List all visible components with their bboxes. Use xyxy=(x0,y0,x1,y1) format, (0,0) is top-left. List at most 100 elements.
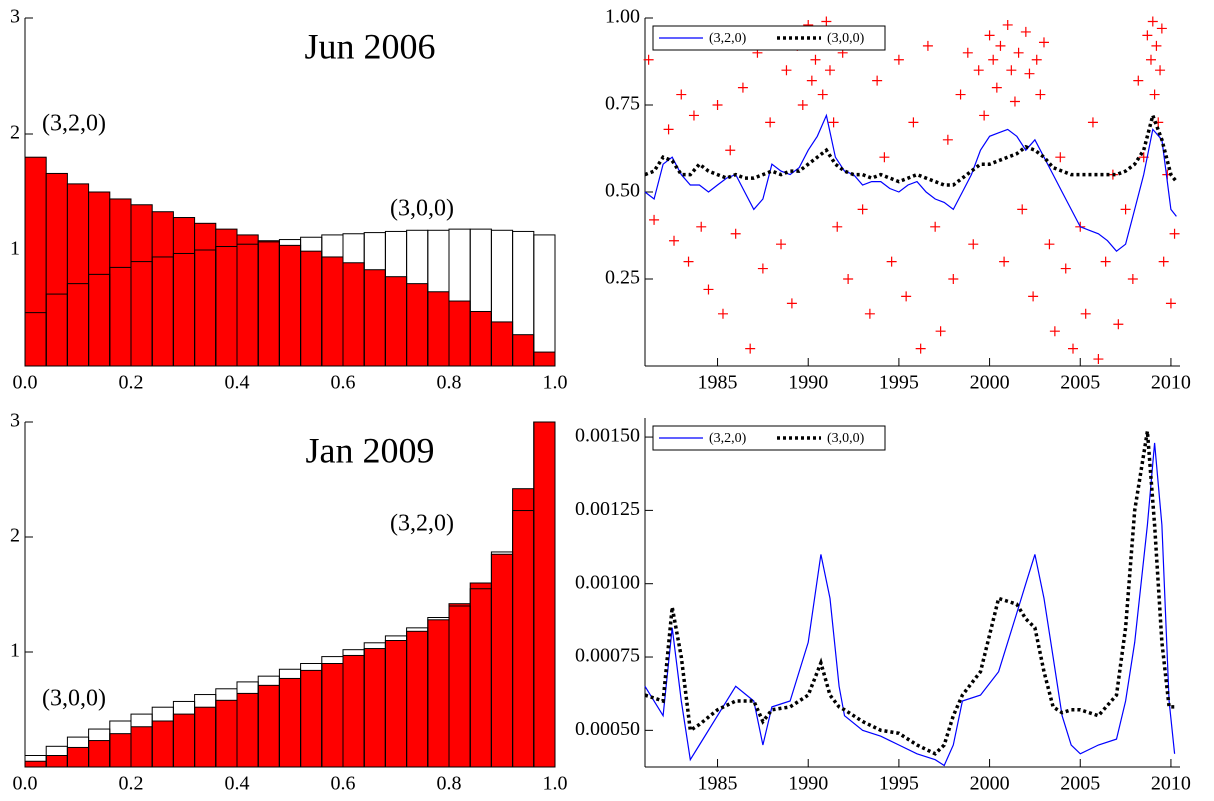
y-tick-label: 1 xyxy=(10,640,20,662)
x-tick-label: 1990 xyxy=(788,773,828,795)
x-tick-label: 0.0 xyxy=(13,773,38,795)
x-tick-label: 0.0 xyxy=(13,372,38,394)
legend-label: (3,2,0) xyxy=(709,31,747,46)
bar xyxy=(300,669,323,768)
scatter-point xyxy=(973,65,984,76)
scatter-point xyxy=(1055,152,1066,163)
y-tick-label: 0.00100 xyxy=(575,571,640,593)
scatter-point xyxy=(1002,19,1013,30)
scatter-point xyxy=(942,134,953,145)
bar xyxy=(427,619,450,768)
bar xyxy=(533,421,556,768)
scatter-point xyxy=(683,256,694,267)
bar xyxy=(109,733,132,768)
series-line xyxy=(644,109,1178,187)
legend-label: (3,0,0) xyxy=(827,31,865,46)
scatter-point xyxy=(1024,68,1035,79)
x-tick-label: 1995 xyxy=(879,773,919,795)
x-tick-label: 0.6 xyxy=(331,773,356,795)
y-tick-label: 0.75 xyxy=(605,93,640,115)
scatter-point xyxy=(765,117,776,128)
scatter-point xyxy=(955,89,966,100)
legend-label: (3,2,0) xyxy=(709,431,747,446)
scatter-point xyxy=(962,47,973,58)
scatter-point xyxy=(663,124,674,135)
y-tick-label: 0.00150 xyxy=(575,425,640,447)
bar xyxy=(24,156,47,367)
y-tick-label: 1 xyxy=(10,238,20,260)
y-tick-label: 0.00075 xyxy=(575,645,640,667)
scatter-point xyxy=(1020,26,1031,37)
bar xyxy=(215,699,238,768)
scatter-point xyxy=(995,40,1006,51)
bar xyxy=(88,191,111,367)
scatter-point xyxy=(797,100,808,110)
y-tick-label: 2 xyxy=(10,525,20,547)
scatter-point xyxy=(1035,89,1046,100)
x-tick-label: 1.0 xyxy=(543,773,568,795)
scatter-point xyxy=(1145,54,1156,65)
scatter-point xyxy=(930,221,941,232)
scatter-point xyxy=(879,152,890,163)
bar xyxy=(448,603,471,768)
bar xyxy=(278,677,302,768)
scatter-point xyxy=(1044,239,1055,250)
scatter-point xyxy=(886,256,897,267)
x-tick-label: 0.2 xyxy=(119,372,144,394)
bar xyxy=(215,228,238,367)
scatter-point xyxy=(857,204,868,215)
series-label: (3,2,0) xyxy=(42,111,106,137)
scatter-point xyxy=(712,100,723,110)
scatter-point xyxy=(935,326,946,337)
scatter-point xyxy=(776,239,787,250)
scatter-point xyxy=(786,298,797,309)
scatter-point xyxy=(810,54,821,65)
panel-title: Jan 2009 xyxy=(306,430,435,470)
x-tick-label: 2010 xyxy=(1151,372,1191,394)
scatter-point xyxy=(1151,40,1162,51)
bar xyxy=(533,234,556,367)
bar xyxy=(321,256,344,367)
x-tick-label: 0.8 xyxy=(437,773,462,795)
bar xyxy=(384,276,408,367)
scatter-point xyxy=(1100,256,1111,267)
bar xyxy=(88,740,111,768)
bar xyxy=(342,654,365,768)
x-tick-label: 2005 xyxy=(1060,372,1100,394)
bar xyxy=(363,269,386,367)
scatter-point xyxy=(991,82,1002,93)
bar xyxy=(172,217,196,367)
series-label: (3,0,0) xyxy=(390,196,454,222)
bar xyxy=(512,334,535,367)
scatter-point xyxy=(817,89,828,100)
scatter-point xyxy=(676,89,687,100)
bar xyxy=(257,684,280,768)
x-tick-label: 2000 xyxy=(970,773,1010,795)
x-tick-label: 1995 xyxy=(879,372,919,394)
x-tick-label: 0.4 xyxy=(225,773,250,795)
scatter-point xyxy=(1049,326,1060,337)
scatter-point xyxy=(832,221,843,232)
y-tick-label: 0.00050 xyxy=(575,718,640,740)
scatter-point xyxy=(821,16,832,27)
scatter-point xyxy=(1142,30,1153,41)
series-label: (3,0,0) xyxy=(42,686,106,712)
scatter-point xyxy=(968,239,979,250)
bar xyxy=(45,755,68,768)
bar xyxy=(24,760,47,768)
scatter-point xyxy=(1006,65,1017,76)
scatter-point xyxy=(703,284,714,295)
scatter-point xyxy=(828,117,839,128)
bar xyxy=(490,321,514,367)
scatter-point xyxy=(1017,204,1028,215)
scatter-point xyxy=(824,65,835,76)
y-tick-label: 0.25 xyxy=(605,267,640,289)
x-tick-label: 2010 xyxy=(1151,773,1191,795)
bar xyxy=(469,310,492,367)
scatter-point xyxy=(915,343,926,354)
bar xyxy=(300,250,323,367)
scatter-point xyxy=(1169,228,1180,239)
x-tick-label: 0.4 xyxy=(225,372,250,394)
bar xyxy=(490,553,514,768)
